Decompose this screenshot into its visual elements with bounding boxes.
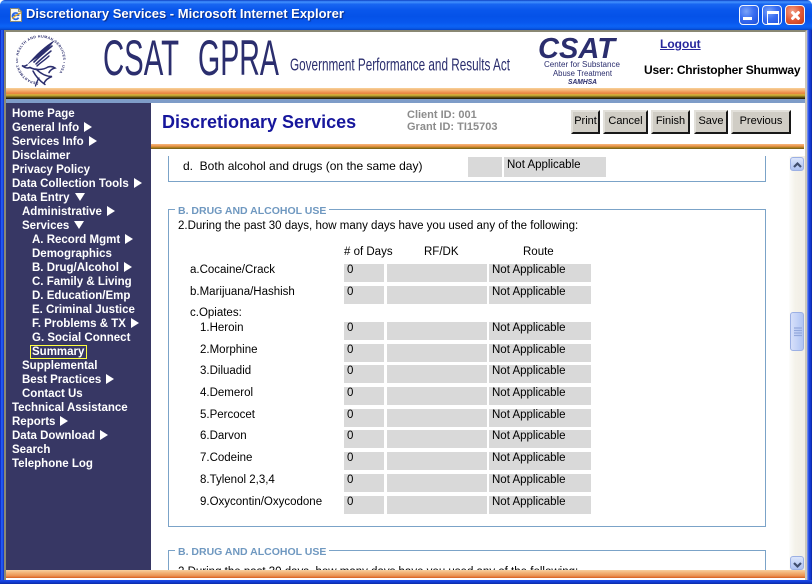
svg-text:CSAT: CSAT: [103, 35, 179, 83]
svg-text:GPRA: GPRA: [198, 35, 279, 83]
svg-text:Center for Substance: Center for Substance: [544, 60, 621, 69]
svg-text:CSAT: CSAT: [538, 34, 617, 65]
svg-text:Abuse Treatment: Abuse Treatment: [553, 69, 613, 78]
svg-text:SAMHSA: SAMHSA: [568, 79, 597, 86]
svg-text:Government Performance and Res: Government Performance and Results Act: [290, 55, 510, 75]
